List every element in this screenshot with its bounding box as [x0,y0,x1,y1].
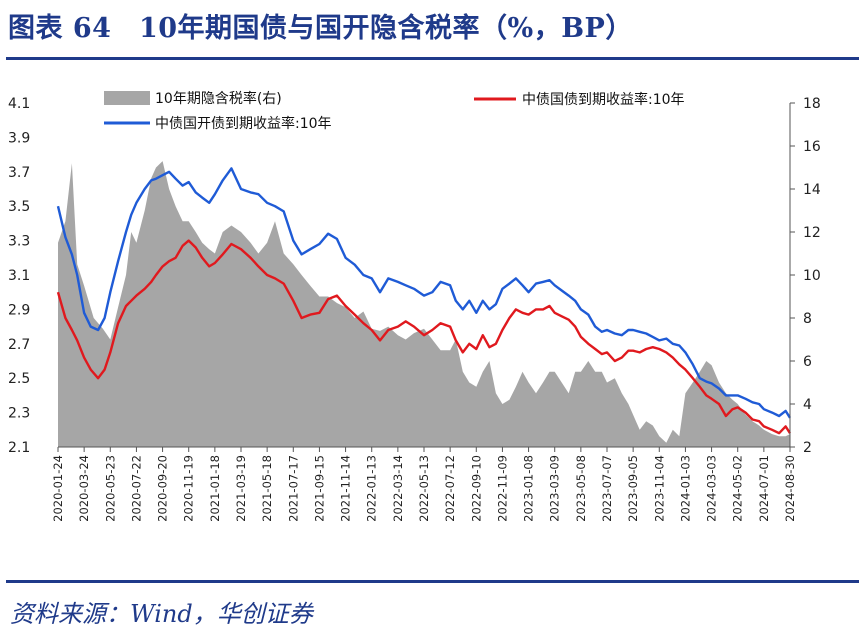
right-y-tick-label: 4 [803,397,812,413]
left-y-tick-label: 2.5 [8,371,30,387]
x-tick-label: 2021-01-18 [208,455,222,522]
left-y-tick-label: 2.7 [8,337,30,353]
x-tick-label: 2020-07-22 [129,455,143,522]
left-y-tick-label: 3.1 [8,268,30,284]
title-rule [6,57,859,60]
axis-layer: 4.1 3.9 3.7 3.5 3.3 3.1 2.9 2.7 2.5 2.3 2.1 18 16 14 1… [8,96,821,522]
right-y-tick-label: 6 [803,354,812,370]
x-tick-label: 2024-07-01 [757,455,771,522]
legend-swatch-tax-rate [104,91,150,105]
x-tick-label: 2020-09-20 [156,455,170,522]
right-y-tick-label: 16 [803,139,821,155]
figure-title: 图表 64 10年期国债与国开隐含税率（%，BP） [8,13,633,44]
x-tick-label: 2021-05-18 [260,455,274,522]
x-tick-label: 2024-08-30 [783,455,797,522]
x-tick-label: 2020-05-23 [103,455,117,522]
source-note: 资料来源：Wind，华创证券 [10,600,313,628]
series-line-treasury-10y [56,239,792,435]
x-tick-label: 2022-11-09 [495,455,509,522]
left-y-tick-label: 2.3 [8,406,30,422]
x-tick-label: 2021-11-14 [339,455,353,522]
x-tick-label: 2020-01-24 [51,455,65,522]
x-tick-label: 2023-05-08 [574,455,588,522]
source-rule [6,580,859,583]
left-y-tick-label: 3.5 [8,199,30,215]
x-tick-label: 2021-09-15 [312,455,326,522]
left-y-tick-label: 3.9 [8,130,30,146]
left-y-tick-label: 2.1 [8,440,30,456]
x-tick-label: 2020-03-24 [77,455,91,522]
x-tick-label: 2024-03-03 [705,455,719,522]
right-y-tick-label: 8 [803,311,812,327]
x-tick-label: 2020-11-19 [182,455,196,522]
left-y-tick-label: 3.3 [8,234,30,250]
series-line-cdb-10y [56,167,792,419]
x-tick-label: 2023-07-07 [600,455,614,522]
x-tick-label: 2022-03-14 [391,455,405,522]
left-y-tick-label: 2.9 [8,302,30,318]
x-tick-label: 2024-05-02 [731,455,745,522]
x-tick-label: 2024-01-03 [678,455,692,522]
legend-label-tax-rate: 10年期隐含税率(右) [155,90,282,107]
right-y-tick-label: 12 [803,225,821,241]
x-tick-label: 2023-11-04 [652,455,666,522]
yield-chart: 4.1 3.9 3.7 3.5 3.3 3.1 2.9 2.7 2.5 2.3 2.1 18 16 14 1… [8,90,821,522]
right-y-tick-label: 2 [803,440,812,456]
legend-label-treasury: 中债国债到期收益率:10年 [522,91,685,108]
area-layer [58,161,790,447]
line-layer [56,167,792,435]
legend-label-cdb: 中债国开债到期收益率:10年 [155,115,332,132]
right-y-tick-label: 10 [803,268,821,284]
right-y-tick-label: 18 [803,96,821,112]
x-tick-label: 2023-09-05 [626,455,640,522]
series-area-tax-rate [58,161,790,447]
x-tick-label: 2022-01-13 [365,455,379,522]
x-tick-label: 2022-05-13 [417,455,431,522]
left-y-tick-label: 4.1 [8,96,30,112]
x-tick-label: 2023-01-08 [522,455,536,522]
x-tick-label: 2022-09-10 [469,455,483,522]
x-tick-label: 2023-03-09 [548,455,562,522]
right-y-tick-label: 14 [803,182,821,198]
x-tick-label: 2022-07-12 [443,455,457,522]
left-y-tick-label: 3.7 [8,165,30,181]
x-tick-label: 2021-07-17 [286,455,300,522]
x-tick-label: 2021-03-19 [234,455,248,522]
